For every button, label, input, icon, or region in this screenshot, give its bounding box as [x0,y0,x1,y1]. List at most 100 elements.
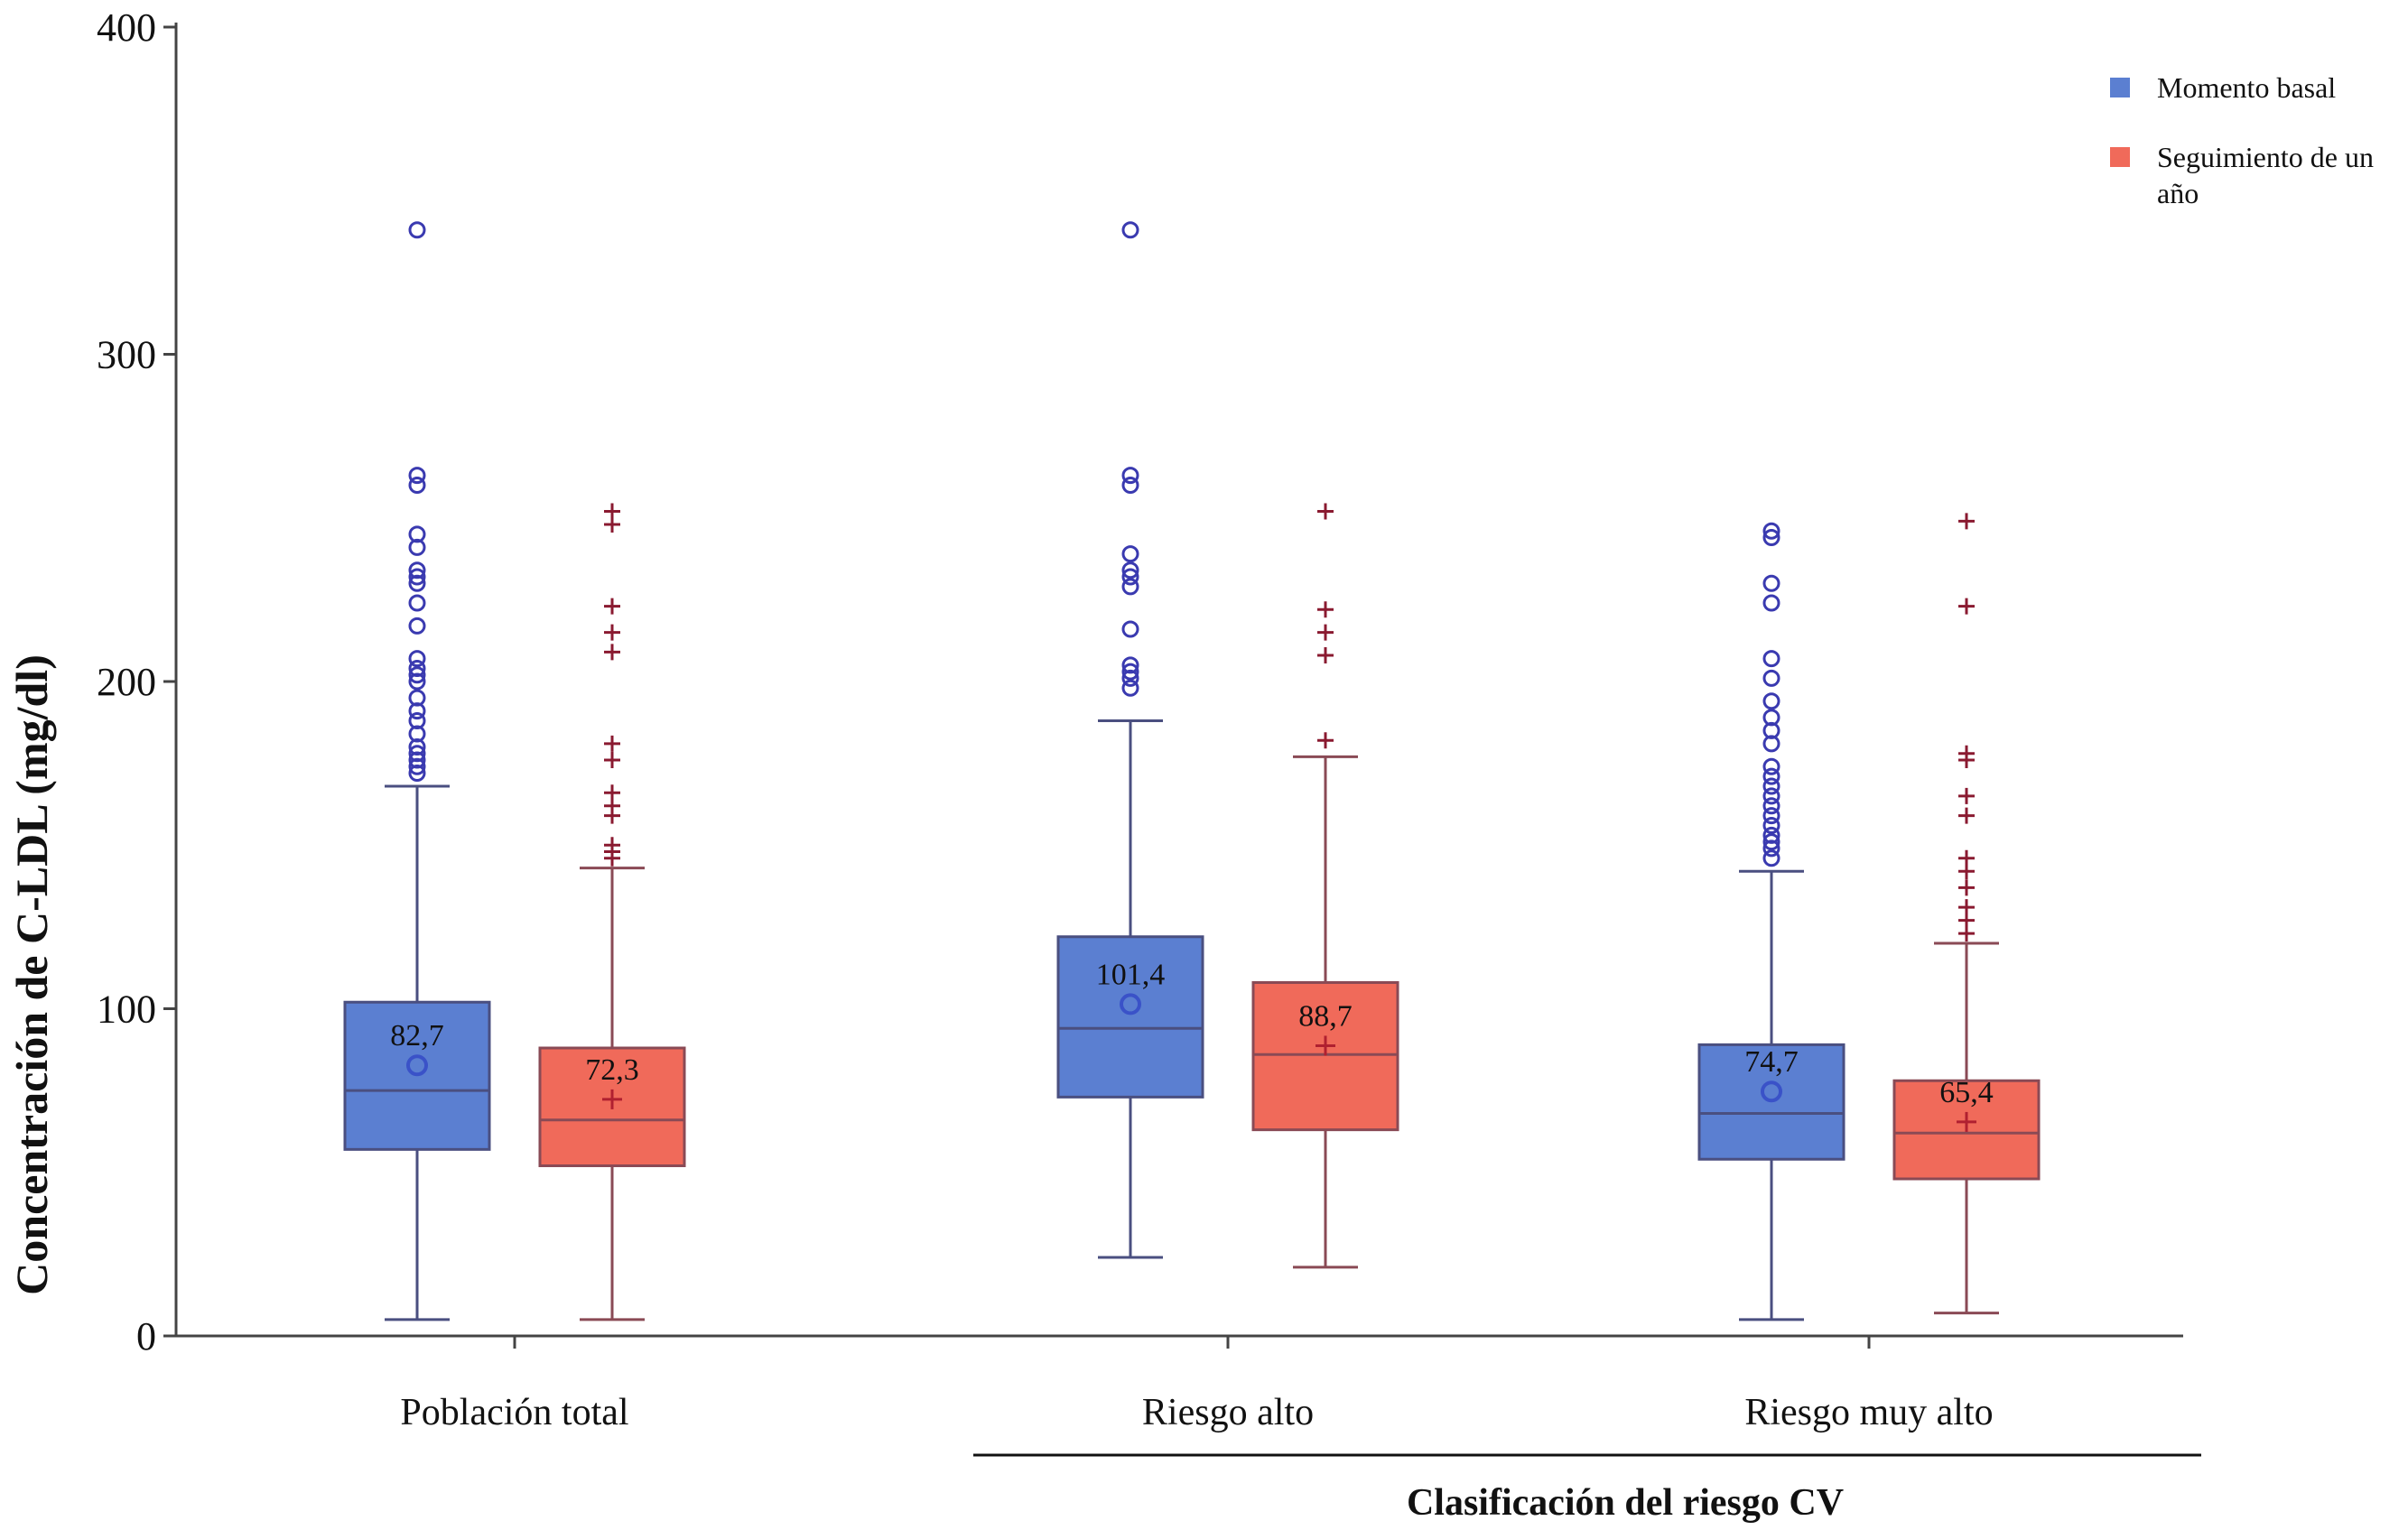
mean-marker [406,1054,428,1077]
category-label: Riesgo alto [1142,1392,1314,1433]
outlier-circle [1762,817,1780,834]
mean-marker [602,1089,622,1109]
outlier-circle [408,666,426,684]
outlier-plus [1958,879,1975,896]
outlier-circle [1121,679,1139,697]
box-group: 72,3 [538,503,686,1321]
legend-entry: Seguimiento de un año [2157,141,2374,209]
outlier-circle [1762,650,1780,668]
outlier-circle [408,525,426,543]
box-iqr [1251,981,1399,1132]
outlier-circle [408,745,426,763]
outlier-circle [1762,594,1780,612]
mean-marker [1957,1111,1976,1132]
outlier-circle [408,568,426,586]
outlier-circle [1121,221,1139,239]
outlier-circle [1762,522,1780,540]
legend-entry-line: Seguimiento de un [2157,141,2374,173]
y-axis-label: Concentración de C-LDL (mg/dl) [6,654,57,1295]
outlier-circle [1762,807,1780,825]
outlier-plus [604,503,620,520]
outlier-plus [1317,732,1334,749]
box-group: 101,4 [1056,221,1204,1259]
mean-marker [1316,1035,1335,1056]
y-tick-label: 0 [136,1314,156,1358]
legend: Momento basal Seguimiento de un año [2110,71,2374,209]
outlier-circle [1121,663,1139,681]
outlier-circle [1762,709,1780,727]
outlier-plus [604,752,620,768]
series-basal: 82,7 101,4 74,7 [343,221,1846,1321]
axes [174,23,2183,1338]
outlier-circle [1762,777,1780,795]
outlier-circle [1121,477,1139,494]
y-axis-ticks: 0 100 200 300 400 [97,5,176,1358]
outlier-plus [604,735,620,752]
outlier-circle [408,594,426,612]
outlier-circle [1762,787,1780,805]
outlier-plus [1958,787,1975,804]
category-label: Población total [400,1392,628,1433]
outlier-plus [1317,503,1334,520]
outlier-circle [1121,561,1139,580]
outlier-plus [1958,849,1975,867]
outlier-plus [604,784,620,802]
outlier-circle [1121,467,1139,485]
mean-label: 101,4 [1096,958,1166,991]
category-labels: Población total Riesgo alto Riesgo muy alt… [400,1336,1994,1433]
box-group: 82,7 [343,221,491,1321]
legend-swatch [2110,78,2130,97]
outlier-circle [408,650,426,668]
outlier-plus [1317,624,1334,641]
outlier-circle [1762,826,1780,844]
outlier-plus [1958,899,1975,916]
outlier-circle [408,477,426,494]
outlier-circle [408,221,426,239]
outlier-circle [1762,574,1780,592]
outlier-circle [1762,849,1780,867]
box-group: 65,4 [1892,513,2041,1315]
outlier-plus [604,624,620,641]
outlier-plus [604,598,620,615]
outlier-circle [1762,669,1780,687]
outlier-circle [408,660,426,677]
outlier-circle [408,689,426,707]
box-group: 88,7 [1251,503,1399,1269]
mean-label: 88,7 [1298,999,1353,1033]
series-seguimiento: 72,3 88,7 65,4 [538,503,2041,1321]
legend-swatch [2110,147,2130,167]
mean-label: 65,4 [1939,1076,1994,1109]
y-tick-label: 300 [97,333,156,377]
y-tick-label: 100 [97,988,156,1032]
outlier-plus [1958,745,1975,762]
mean-marker [1761,1080,1782,1103]
outlier-circle [408,467,426,485]
y-tick-label: 200 [97,660,156,704]
outlier-circle [1121,656,1139,674]
legend-entry: Momento basal [2157,71,2336,104]
outlier-plus [604,644,620,661]
x-axis-label: Clasificación del riesgo CV [1407,1482,1844,1524]
outlier-circle [408,617,426,635]
outlier-plus [1317,647,1334,663]
box-iqr [1056,935,1204,1099]
outlier-circle [1762,692,1780,710]
outlier-circle [408,561,426,580]
outlier-circle [1762,757,1780,775]
outlier-plus [1958,513,1975,530]
outlier-circle [1121,545,1139,563]
outlier-plus [1317,601,1334,618]
outlier-circle [1121,620,1139,638]
outlier-plus [1958,807,1975,824]
outlier-circle [1121,568,1139,586]
plot-area: 82,7 101,4 74,7 72,3 88,7 65,4 [343,221,2041,1321]
mean-label: 74,7 [1744,1045,1799,1079]
mean-label: 72,3 [585,1053,639,1087]
outlier-plus [604,837,620,854]
outlier-circle [1762,529,1780,546]
outlier-circle [1762,767,1780,785]
outlier-plus [1958,598,1975,615]
y-tick-label: 400 [97,5,156,50]
outlier-circle [1762,833,1780,851]
